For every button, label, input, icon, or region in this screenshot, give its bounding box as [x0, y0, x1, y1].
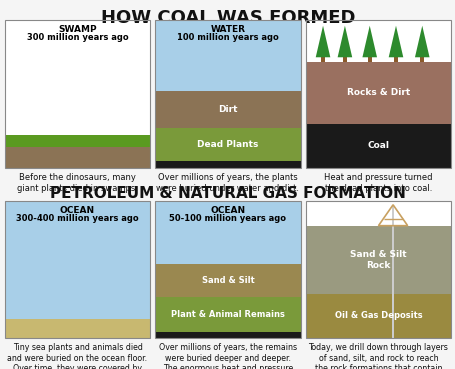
Text: OCEAN: OCEAN: [210, 206, 245, 214]
Text: Over millions of years, the remains
were buried deeper and deeper.
The enormous : Over millions of years, the remains were…: [159, 343, 296, 369]
Bar: [367, 53, 371, 62]
Bar: [393, 53, 397, 62]
Bar: [391, 205, 393, 338]
Bar: [5, 201, 150, 338]
Bar: [342, 53, 346, 62]
Bar: [5, 20, 150, 168]
Text: Sand & Silt: Sand & Silt: [201, 276, 254, 285]
Bar: [420, 53, 423, 62]
Text: OCEAN: OCEAN: [60, 206, 95, 214]
Text: 100 million years ago: 100 million years ago: [177, 33, 278, 42]
Bar: [155, 332, 300, 338]
Bar: [305, 294, 450, 338]
Bar: [5, 135, 150, 147]
Bar: [155, 20, 300, 168]
Polygon shape: [388, 26, 402, 57]
Bar: [305, 20, 450, 168]
Text: Over millions of years, the plants
were buried under water and dirt.: Over millions of years, the plants were …: [156, 173, 299, 193]
Bar: [155, 264, 300, 297]
Text: PETROLEUM & NATURAL GAS FORMATION: PETROLEUM & NATURAL GAS FORMATION: [50, 186, 405, 201]
Text: Coal: Coal: [367, 141, 389, 150]
Text: WATER: WATER: [210, 25, 245, 34]
Text: Dead Plants: Dead Plants: [197, 140, 258, 149]
Text: Before the dinosaurs, many
giant plants died in swamps.: Before the dinosaurs, many giant plants …: [17, 173, 138, 193]
Text: Tiny sea plants and animals died
and were buried on the ocean floor.
Over time, : Tiny sea plants and animals died and wer…: [7, 343, 147, 369]
Bar: [320, 53, 324, 62]
Polygon shape: [315, 26, 329, 57]
Text: SWAMP: SWAMP: [58, 25, 96, 34]
Text: Today, we drill down through layers
of sand, silt, and rock to reach
the rock fo: Today, we drill down through layers of s…: [308, 343, 447, 369]
Text: 50-100 million years ago: 50-100 million years ago: [169, 214, 286, 223]
Bar: [5, 141, 150, 168]
Bar: [305, 201, 450, 338]
Bar: [305, 226, 450, 294]
Bar: [305, 20, 450, 62]
Bar: [155, 161, 300, 168]
Bar: [305, 124, 450, 168]
Bar: [5, 318, 150, 338]
Text: 300 million years ago: 300 million years ago: [27, 33, 128, 42]
Text: 300-400 million years ago: 300-400 million years ago: [16, 214, 138, 223]
Text: Heat and pressure turned
the dead plants into coal.: Heat and pressure turned the dead plants…: [324, 173, 432, 193]
Text: Plant & Animal Remains: Plant & Animal Remains: [171, 310, 284, 319]
Bar: [305, 201, 450, 226]
Text: Dirt: Dirt: [218, 105, 237, 114]
Bar: [155, 297, 300, 332]
Polygon shape: [414, 26, 429, 57]
Text: Rocks & Dirt: Rocks & Dirt: [346, 88, 409, 97]
Text: Oil & Gas Deposits: Oil & Gas Deposits: [334, 311, 421, 320]
Polygon shape: [337, 26, 351, 57]
Bar: [155, 128, 300, 161]
Bar: [155, 20, 300, 91]
Bar: [155, 201, 300, 338]
Text: HOW COAL WAS FORMED: HOW COAL WAS FORMED: [101, 9, 354, 27]
Bar: [155, 91, 300, 128]
Bar: [5, 201, 150, 318]
Bar: [155, 201, 300, 264]
Polygon shape: [362, 26, 376, 57]
Text: Sand & Silt
Rock: Sand & Silt Rock: [349, 250, 406, 269]
Bar: [5, 20, 150, 168]
Bar: [305, 62, 450, 124]
